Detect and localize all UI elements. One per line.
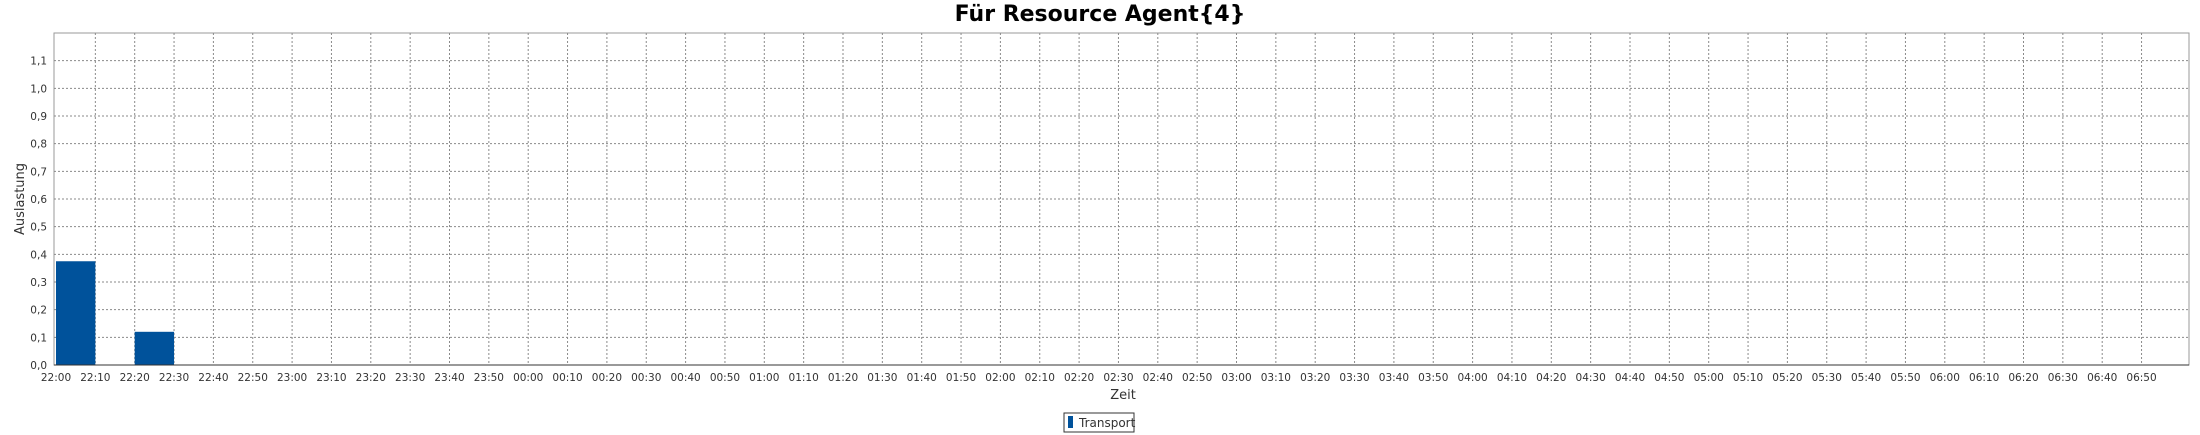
x-tick-label: 01:10 xyxy=(789,372,819,384)
x-gridlines xyxy=(94,33,2143,365)
x-axis-label: Zeit xyxy=(1110,388,1136,403)
x-tick-label: 22:20 xyxy=(120,372,150,384)
x-tick-label: 01:00 xyxy=(749,372,779,384)
y-tick-label: 0,7 xyxy=(30,166,47,178)
x-tick-label: 23:10 xyxy=(316,372,346,384)
legend: Transport xyxy=(1063,412,1136,433)
x-tick-label: 06:00 xyxy=(1930,372,1960,384)
bar xyxy=(56,261,96,365)
x-tick-label: 06:50 xyxy=(2126,372,2156,384)
y-axis-label: Auslastung xyxy=(13,163,28,235)
x-tick-label: 01:30 xyxy=(867,372,897,384)
x-tick-label: 05:10 xyxy=(1733,372,1763,384)
x-tick-label: 02:20 xyxy=(1064,372,1094,384)
x-tick-label: 22:40 xyxy=(198,372,228,384)
x-tick-label: 01:40 xyxy=(907,372,937,384)
x-tick-label: 03:50 xyxy=(1418,372,1448,384)
x-tick-label: 23:30 xyxy=(395,372,425,384)
y-tick-label: 0,3 xyxy=(30,277,47,289)
x-tick-label: 02:00 xyxy=(985,372,1015,384)
x-tick-label: 03:10 xyxy=(1261,372,1291,384)
y-tick-label: 0,0 xyxy=(30,360,47,372)
y-tick-label: 1,1 xyxy=(30,56,47,68)
y-tick-label: 0,6 xyxy=(30,194,47,206)
x-tick-label: 03:30 xyxy=(1339,372,1369,384)
x-tick-label: 06:20 xyxy=(2008,372,2038,384)
bars xyxy=(56,261,175,365)
chart-title: Für Resource Agent{4} xyxy=(955,2,1246,27)
y-tick-label: 0,8 xyxy=(30,139,47,151)
x-tick-label: 05:30 xyxy=(1812,372,1842,384)
x-tick-label: 00:00 xyxy=(513,372,543,384)
x-tick-label: 04:50 xyxy=(1654,372,1684,384)
x-tick-label: 06:10 xyxy=(1969,372,1999,384)
x-tick-label: 00:20 xyxy=(592,372,622,384)
x-tick-label: 23:00 xyxy=(277,372,307,384)
x-tick-label: 00:10 xyxy=(552,372,582,384)
x-tick-label: 04:40 xyxy=(1615,372,1645,384)
x-tick-label: 22:30 xyxy=(159,372,189,384)
x-tick-label: 01:50 xyxy=(946,372,976,384)
x-tick-label: 04:00 xyxy=(1457,372,1487,384)
y-tick-label: 0,4 xyxy=(30,249,47,261)
y-tick-label: 0,1 xyxy=(30,332,47,344)
legend-swatch-transport xyxy=(1068,416,1073,428)
x-tick-label: 02:40 xyxy=(1143,372,1173,384)
x-tick-label: 06:40 xyxy=(2087,372,2117,384)
x-tick-labels: 22:00 22:10 22:20 22:30 22:40 22:50 23:00 23:10… xyxy=(41,372,2157,384)
bar xyxy=(134,331,175,365)
y-tick-label: 0,2 xyxy=(30,305,47,317)
x-tick-label: 22:50 xyxy=(238,372,268,384)
x-tick-label: 01:20 xyxy=(828,372,858,384)
x-tick-label: 23:40 xyxy=(434,372,464,384)
x-tick-label: 05:50 xyxy=(1890,372,1920,384)
x-tick-label: 05:00 xyxy=(1694,372,1724,384)
y-tick-label: 0,9 xyxy=(30,111,47,123)
x-tick-label: 03:20 xyxy=(1300,372,1330,384)
legend-box xyxy=(1063,412,1135,433)
x-tick-label: 23:50 xyxy=(474,372,504,384)
x-tick-label: 02:50 xyxy=(1182,372,1212,384)
x-tick-label: 05:40 xyxy=(1851,372,1881,384)
y-tick-labels: 0,0 0,1 0,2 0,3 0,4 0,5 0,6 0,7 0,8 0,9 1,0 1,1 xyxy=(30,56,47,372)
y-tick-label: 1,0 xyxy=(30,83,47,95)
x-tick-label: 22:10 xyxy=(80,372,110,384)
x-tick-label: 00:50 xyxy=(710,372,740,384)
x-tick-label: 04:10 xyxy=(1497,372,1527,384)
x-tick-label: 22:00 xyxy=(41,372,71,384)
x-tick-label: 00:30 xyxy=(631,372,661,384)
x-tick-label: 02:30 xyxy=(1103,372,1133,384)
legend-label-transport: Transport xyxy=(1078,416,1136,430)
x-tick-label: 03:00 xyxy=(1221,372,1251,384)
x-tick-label: 00:40 xyxy=(670,372,700,384)
x-tick-label: 04:30 xyxy=(1576,372,1606,384)
y-tick-label: 0,5 xyxy=(30,222,47,234)
x-tick-label: 02:10 xyxy=(1025,372,1055,384)
x-tick-label: 06:30 xyxy=(2048,372,2078,384)
x-tick-label: 05:20 xyxy=(1772,372,1802,384)
x-tick-label: 03:40 xyxy=(1379,372,1409,384)
x-tick-label: 04:20 xyxy=(1536,372,1566,384)
x-tick-label: 23:20 xyxy=(356,372,386,384)
